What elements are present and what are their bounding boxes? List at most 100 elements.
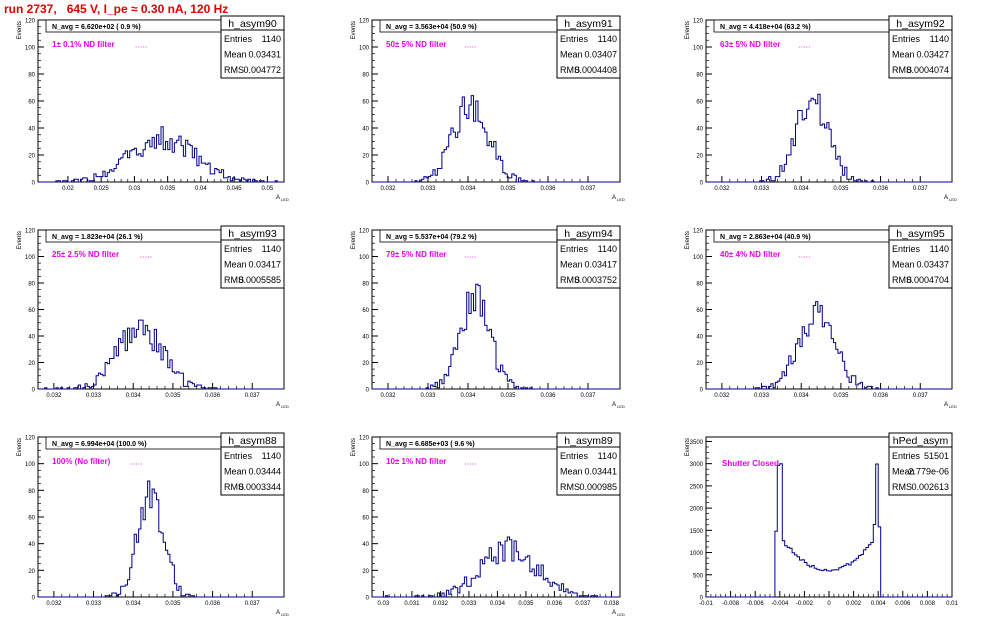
- x-tick-label: 0.033: [420, 393, 436, 399]
- stats-box: [556, 225, 621, 289]
- stats-key-entries: Entries: [892, 451, 921, 461]
- x-tick-label: 0.03: [378, 601, 390, 607]
- y-tick-label: 100: [359, 46, 370, 52]
- stats-value-entries: 1140: [930, 244, 949, 254]
- histogram-name: h_asym95: [896, 228, 945, 240]
- stats-value-rms: 0.0003344: [238, 482, 281, 492]
- stats-value-entries: 1140: [262, 244, 281, 254]
- y-tick-label: 40: [28, 335, 35, 341]
- histogram-panel-h_asym93: 0 20 40 60 80 100 120 0.032 0.033 0.034 0.035 0.036…: [17, 225, 289, 409]
- x-tick-label: -0.01: [699, 601, 713, 607]
- stats-box: [556, 432, 621, 496]
- histogram-line: [372, 536, 620, 598]
- histogram-name: hPed_asym: [893, 435, 949, 447]
- histogram-line: [372, 95, 620, 183]
- histogram-line: [706, 93, 952, 183]
- x-tick-label: 0.031: [404, 601, 420, 607]
- x-axis-label: A: [612, 402, 616, 408]
- y-tick-label: 0: [32, 181, 36, 187]
- x-tick-label: 0.033: [86, 601, 102, 607]
- histogram-name: h_asym89: [564, 435, 613, 447]
- stats-key-mean: Mean: [892, 467, 915, 477]
- y-axis-label: Events: [685, 21, 691, 39]
- stats-key-mean: Mean: [892, 50, 915, 60]
- stats-value-mean: -2.779e-06: [905, 467, 949, 477]
- stats-value-entries: 1140: [262, 34, 281, 44]
- stats-value-mean: 0.03437: [916, 260, 949, 270]
- stats-value-rms: 0.0004074: [906, 65, 949, 75]
- x-tick-label: 0.034: [460, 393, 476, 399]
- x-tick-label: 0.025: [94, 186, 110, 192]
- filter-annotation: Shutter Closed: [722, 459, 779, 468]
- stats-key-mean: Mean: [224, 50, 247, 60]
- stats-value-entries: 1140: [598, 244, 617, 254]
- navg-label: N_avg = 6.685e+03 ( 9.6 %): [386, 441, 475, 448]
- stats-value-rms: 0.002613: [911, 482, 949, 492]
- stats-key-entries: Entries: [224, 451, 253, 461]
- x-tick-label: 0.034: [460, 186, 476, 192]
- stats-key-rms: RMS: [560, 275, 580, 285]
- x-tick-label: 0.034: [490, 601, 506, 607]
- stats-box: [220, 225, 285, 289]
- x-tick-label: 0.035: [500, 186, 516, 192]
- y-tick-label: 60: [28, 516, 35, 522]
- x-tick-label: 0.036: [540, 393, 556, 399]
- y-tick-label: 100: [359, 462, 370, 468]
- stats-value-rms: 0.0003752: [574, 275, 617, 285]
- y-tick-label: 40: [28, 127, 35, 133]
- x-tick-label: -0.004: [771, 601, 789, 607]
- histogram-panel-hPed_asym: 0 500 1000 1500 2000 2500 3000 3500 -0.01 -0.008 -…: [685, 432, 958, 607]
- stats-value-mean: 0.03431: [248, 50, 281, 60]
- x-tick-label: 0.034: [794, 393, 810, 399]
- x-tick-label: 0.037: [575, 601, 591, 607]
- histogram-panel-h_asym94: 0 20 40 60 80 100 120 0.032 0.033 0.034 0.035 0.036…: [351, 225, 625, 409]
- histogram-panel-h_asym88: 0 20 40 60 80 100 120 0.032 0.033 0.034 0.035 0.036…: [17, 432, 289, 617]
- x-tick-label: 0.01: [946, 601, 958, 607]
- stats-value-entries: 1140: [262, 451, 281, 461]
- x-axis-label: A: [612, 610, 616, 616]
- stats-key-rms: RMS: [224, 482, 244, 492]
- x-tick-label: 0.036: [873, 186, 889, 192]
- y-tick-label: 20: [28, 361, 35, 367]
- histogram-panel-h_asym92: 0 20 40 60 80 100 120 0.032 0.033 0.034 0.035 0.036…: [685, 15, 957, 202]
- stats-key-rms: RMS: [560, 482, 580, 492]
- y-tick-label: 100: [25, 46, 36, 52]
- y-tick-label: 100: [693, 46, 704, 52]
- stats-key-mean: Mean: [224, 260, 247, 270]
- y-tick-label: 120: [693, 19, 704, 25]
- filter-annotation: 25± 2.5% ND filter: [52, 250, 119, 259]
- stats-key-entries: Entries: [892, 34, 921, 44]
- y-tick-label: 2500: [690, 484, 704, 490]
- y-tick-label: 40: [696, 335, 703, 341]
- y-tick-label: 80: [28, 73, 35, 79]
- y-axis-label: Events: [685, 438, 691, 456]
- x-axis-label: A: [944, 195, 948, 201]
- filter-annotation: 40± 4% ND filter: [720, 250, 780, 259]
- y-tick-label: 20: [696, 361, 703, 367]
- stats-value-mean: 0.03427: [916, 50, 949, 60]
- x-tick-label: 0: [827, 601, 831, 607]
- y-tick-label: 80: [362, 282, 369, 288]
- y-tick-label: 20: [362, 569, 369, 575]
- y-tick-label: 120: [359, 19, 370, 25]
- stats-key-mean: Mean: [560, 467, 583, 477]
- stats-value-rms: 0.0005585: [238, 275, 281, 285]
- stats-box: [556, 15, 621, 79]
- stats-key-rms: RMS: [560, 65, 580, 75]
- histogram-name: h_asym93: [228, 228, 277, 240]
- x-tick-label: 0.008: [920, 601, 936, 607]
- histogram-panel-h_asym90: 0 20 40 60 80 100 120 0.02 0.025 0.03 0.035 0.04 0.0…: [17, 15, 289, 202]
- x-tick-label: 0.034: [794, 186, 810, 192]
- stats-key-mean: Mean: [892, 260, 915, 270]
- stats-value-entries: 51501: [924, 451, 949, 461]
- histogram-name: h_asym91: [564, 18, 613, 30]
- x-tick-label: 0.033: [86, 393, 102, 399]
- x-tick-label: 0.036: [205, 393, 221, 399]
- stats-value-mean: 0.03444: [248, 467, 281, 477]
- stats-box: [220, 15, 285, 79]
- y-tick-label: 80: [362, 73, 369, 79]
- y-tick-label: 120: [359, 229, 370, 235]
- x-tick-label: 0.036: [540, 186, 556, 192]
- x-axis-label-sub: LED: [949, 404, 957, 409]
